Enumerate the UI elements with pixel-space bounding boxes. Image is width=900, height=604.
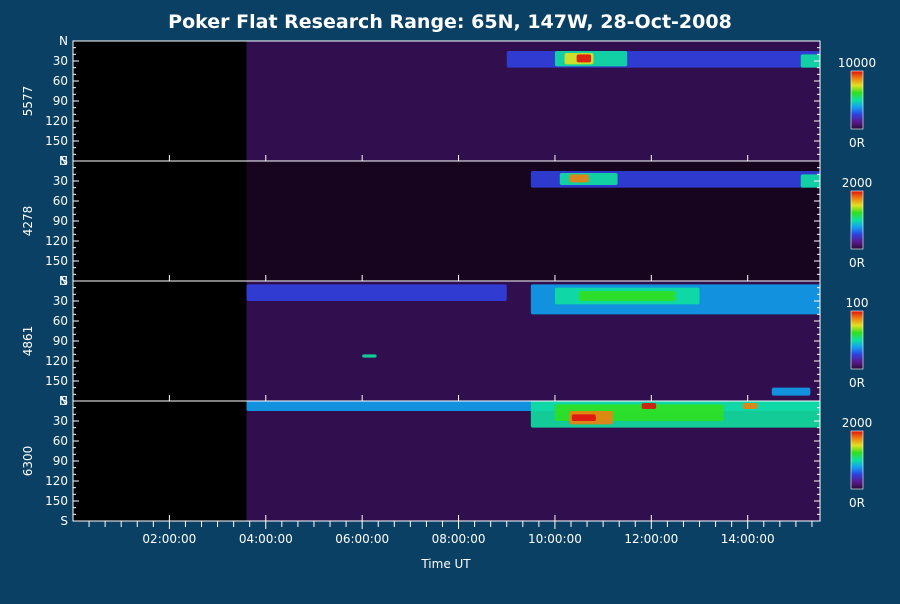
colorbar-frame bbox=[850, 190, 864, 250]
y-tick-label: 90 bbox=[53, 454, 68, 468]
y-tick-label: 90 bbox=[53, 334, 68, 348]
colorbar bbox=[851, 311, 863, 369]
y-tick-label: 60 bbox=[53, 434, 68, 448]
y-tick-label: S bbox=[60, 394, 68, 408]
emission-band bbox=[771, 387, 811, 396]
emission-band bbox=[246, 284, 507, 301]
x-tick-label: 10:00:00 bbox=[528, 532, 582, 546]
x-tick-label: 12:00:00 bbox=[624, 532, 678, 546]
y-tick-label: 150 bbox=[45, 254, 68, 268]
colorbar bbox=[851, 431, 863, 489]
colorbar bbox=[851, 191, 863, 249]
panels-layer: N 30 60 90 120 150 S 5577 10000 0R N 30 60 90 120 150 S 4… bbox=[21, 34, 876, 528]
colorbar-max-label: 100 bbox=[846, 296, 869, 310]
colorbar-frame bbox=[850, 430, 864, 490]
y-tick-label: 90 bbox=[53, 214, 68, 228]
x-tick-label: 04:00:00 bbox=[239, 532, 293, 546]
colorbar-max-label: 10000 bbox=[838, 56, 876, 70]
y-axis-label: 4278 bbox=[21, 206, 35, 237]
y-tick-label: 30 bbox=[53, 294, 68, 308]
y-tick-label: 30 bbox=[53, 54, 68, 68]
x-tick-label: 08:00:00 bbox=[432, 532, 486, 546]
y-tick-label: 60 bbox=[53, 314, 68, 328]
chart-title: Poker Flat Research Range: 65N, 147W, 28… bbox=[168, 11, 732, 33]
y-tick-label: 150 bbox=[45, 134, 68, 148]
colorbar-frame bbox=[850, 70, 864, 130]
y-tick-label: N bbox=[59, 274, 68, 288]
colorbar-min-label: 0R bbox=[849, 136, 865, 150]
y-tick-label: 60 bbox=[53, 194, 68, 208]
x-tick-label: 02:00:00 bbox=[142, 532, 196, 546]
y-tick-label: 120 bbox=[45, 354, 68, 368]
emission-band bbox=[800, 174, 820, 188]
y-tick-label: S bbox=[60, 514, 68, 528]
y-axis-label: 6300 bbox=[21, 446, 35, 477]
y-tick-label: N bbox=[59, 394, 68, 408]
emission-band bbox=[742, 403, 758, 409]
colorbar-min-label: 0R bbox=[849, 376, 865, 390]
colorbar-max-label: 2000 bbox=[842, 176, 873, 190]
y-tick-label: 150 bbox=[45, 494, 68, 508]
emission-band bbox=[579, 291, 676, 301]
panel-6300: N 30 60 90 120 150 S 6300 2000 0R bbox=[21, 394, 872, 528]
y-tick-label: 120 bbox=[45, 474, 68, 488]
y-tick-label: 120 bbox=[45, 234, 68, 248]
panel-4278: N 30 60 90 120 150 S 4278 2000 0R bbox=[21, 154, 872, 288]
x-axis: 02:00:00 04:00:00 06:00:00 08:00:00 10:00:00… bbox=[88, 155, 813, 546]
colorbar bbox=[851, 71, 863, 129]
y-tick-label: 90 bbox=[53, 94, 68, 108]
y-tick-label: S bbox=[60, 274, 68, 288]
emission-band bbox=[506, 51, 820, 68]
y-tick-label: 60 bbox=[53, 74, 68, 88]
y-tick-label: S bbox=[60, 154, 68, 168]
y-tick-label: 150 bbox=[45, 374, 68, 388]
y-tick-label: N bbox=[59, 34, 68, 48]
emission-band bbox=[571, 414, 596, 421]
y-axis-label: 4861 bbox=[21, 326, 35, 357]
y-axis-label: 5577 bbox=[21, 86, 35, 117]
colorbar-min-label: 0R bbox=[849, 256, 865, 270]
colorbar-min-label: 0R bbox=[849, 496, 865, 510]
y-tick-label: 30 bbox=[53, 414, 68, 428]
panel-5577: N 30 60 90 120 150 S 5577 10000 0R bbox=[21, 34, 876, 168]
emission-band bbox=[362, 354, 377, 358]
y-tick-label: N bbox=[59, 154, 68, 168]
colorbar-frame bbox=[850, 310, 864, 370]
x-axis-label: Time UT bbox=[420, 557, 471, 571]
emission-band bbox=[641, 403, 657, 409]
emission-band bbox=[576, 54, 592, 63]
emission-band bbox=[800, 54, 820, 68]
colorbar-max-label: 2000 bbox=[842, 416, 873, 430]
x-tick-label: 14:00:00 bbox=[721, 532, 775, 546]
y-tick-label: 30 bbox=[53, 174, 68, 188]
emission-band bbox=[569, 174, 589, 183]
panel-4861: N 30 60 90 120 150 S 4861 100 0R bbox=[21, 274, 868, 408]
y-tick-label: 120 bbox=[45, 114, 68, 128]
x-tick-label: 06:00:00 bbox=[335, 532, 389, 546]
